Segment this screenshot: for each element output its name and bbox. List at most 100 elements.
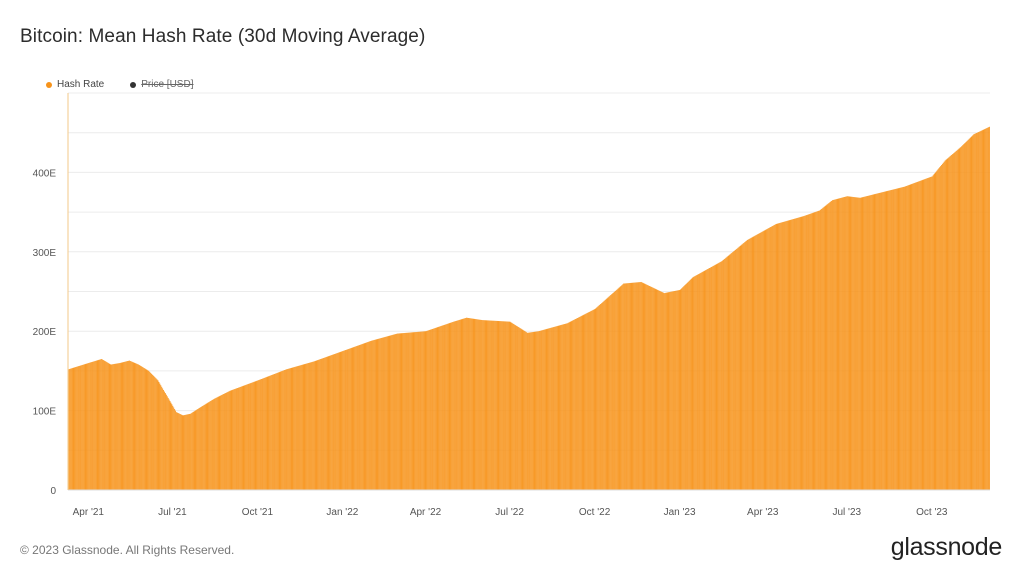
hash-rate-bar [856,197,858,490]
hash-rate-bar [446,323,448,490]
hash-rate-bar [349,348,351,490]
hash-rate-bar [433,328,435,490]
hash-rate-bar [882,191,884,491]
x-tick-label: Jul '22 [495,507,524,518]
hash-rate-bar [411,332,413,490]
hash-rate-bar [613,291,615,490]
hash-rate-bar [457,320,459,490]
hash-rate-bar [430,329,431,490]
hash-rate-bar [163,389,165,490]
hash-rate-bar [881,192,883,490]
hash-rate-bar [617,288,619,490]
hash-rate-bar [922,179,924,490]
hash-rate-bar [181,414,183,490]
hash-rate-bar [747,239,749,490]
hash-rate-bar [164,391,165,490]
hash-rate-bar [92,361,93,490]
hash-rate-bar [667,292,669,490]
hash-rate-bar [791,219,793,490]
hash-rate-bar [981,130,983,490]
hash-rate-bar [874,194,876,490]
hash-rate-bar [844,196,845,490]
hash-rate-bar [80,365,82,490]
hash-rate-bar [153,376,155,490]
hash-rate-bar [627,283,629,490]
hash-rate-bar [85,363,87,490]
hash-rate-bar [444,324,445,490]
hash-rate-bar [738,246,740,490]
hash-rate-bar [740,245,742,490]
hash-rate-bar [535,331,537,490]
hash-rate-bar [120,362,122,490]
hash-rate-bar [706,269,708,490]
hash-rate-bar [80,365,81,490]
hash-rate-bar [759,232,761,490]
hash-rate-bar [677,290,679,490]
hash-rate-bar [338,352,340,490]
hash-rate-bar [850,196,852,491]
hash-rate-bar [128,360,129,490]
hash-rate-bar [692,277,694,490]
hash-rate-bar [492,320,494,490]
hash-rate-bar [512,323,514,490]
hash-rate-bar [624,283,626,490]
hash-rate-bar [567,322,569,490]
x-tick-label: Jul '21 [158,507,187,518]
hash-rate-bar [93,361,95,490]
hash-rate-bar [97,360,99,490]
hash-rate-bar [477,319,479,490]
hash-rate-bar [140,366,142,490]
hash-rate-bar [277,372,279,490]
hash-rate-bar [316,360,318,490]
hash-rate-bar [188,414,189,490]
hash-rate-bar [656,289,658,490]
hash-rate-bar [225,392,227,490]
hash-rate-bar [104,361,106,490]
hash-rate-bar [818,210,820,490]
hash-rate-bar [664,292,666,490]
hash-rate-bar [394,334,395,490]
hash-rate-bar [955,150,957,490]
hash-rate-bar [803,216,805,490]
hash-rate-bar [398,333,400,490]
hash-rate-bar [126,361,128,490]
hash-rate-bar [393,334,395,490]
hash-rate-bar [81,364,83,490]
hash-rate-bar [640,281,642,490]
hash-rate-bar [835,199,837,490]
hash-rate-bar [229,390,231,490]
hash-rate-bar [447,323,449,490]
hash-rate-bar [230,390,232,490]
hash-rate-bar [848,196,850,490]
hash-rate-bar [807,214,808,490]
hash-rate-bar [248,383,249,490]
hash-rate-bar [913,183,915,490]
hash-rate-bar [962,145,964,490]
hash-rate-bar [347,349,348,490]
hash-rate-bar [405,332,407,490]
hash-rate-bar [428,330,430,490]
hash-rate-bar [83,364,85,490]
hash-rate-bar [720,261,722,490]
hash-rate-bar [284,370,286,490]
legend-item-price[interactable]: Price [USD] [130,79,193,90]
hash-rate-bar [350,348,352,490]
hash-rate-bar [220,395,222,490]
legend-item-hash-rate[interactable]: Hash Rate [46,79,104,90]
hash-rate-bar [484,320,486,490]
hash-rate-bar [464,318,466,490]
hash-rate-bar [968,138,970,490]
hash-rate-bar [693,276,695,490]
hash-rate-bar [571,320,573,490]
hash-rate-bar [473,318,475,490]
hash-rate-bar [939,167,941,491]
hash-rate-bar [872,194,874,491]
hash-rate-bar [401,333,403,490]
hash-rate-bar [711,266,713,490]
hash-rate-bar [686,283,687,490]
hash-rate-bar [432,328,434,490]
hash-rate-bar [445,324,447,490]
hash-rate-bar [657,289,659,490]
hash-rate-bar [817,211,819,491]
hash-rate-bar [556,326,558,490]
